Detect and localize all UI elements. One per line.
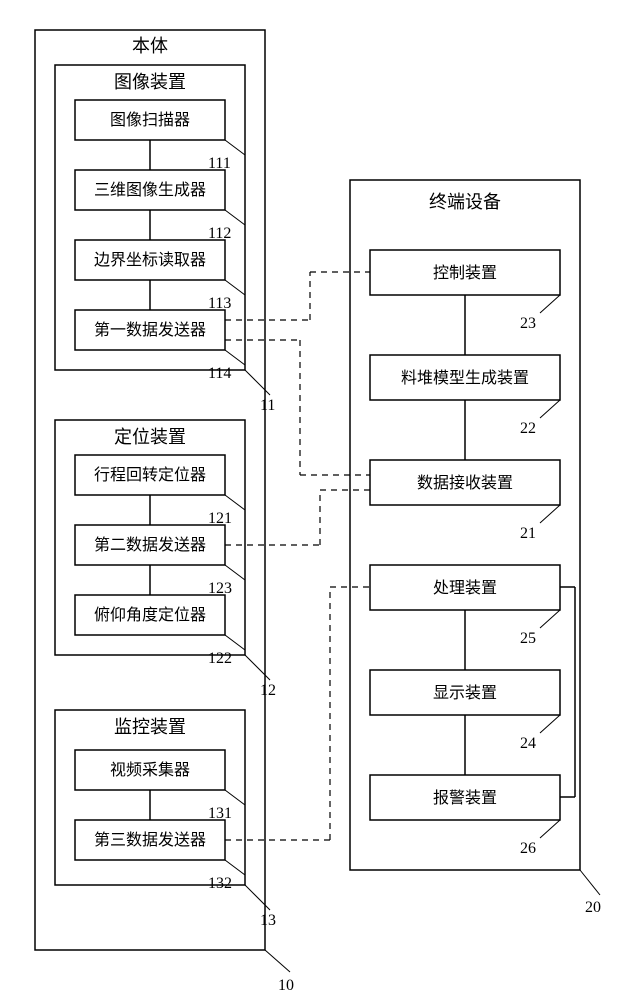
lead-21 — [540, 505, 560, 523]
label-114: 第一数据发送器 — [94, 321, 206, 339]
lead-131 — [225, 790, 245, 805]
num-25: 25 — [520, 630, 536, 647]
num-122: 122 — [208, 650, 232, 667]
label-123: 第二数据发送器 — [94, 536, 206, 554]
lead-13 — [245, 885, 270, 910]
lead-26 — [540, 820, 560, 838]
lead-121 — [225, 495, 245, 510]
label-24: 显示装置 — [433, 684, 497, 702]
lead-114 — [225, 350, 245, 365]
num-11: 11 — [260, 397, 275, 414]
num-23: 23 — [520, 315, 536, 332]
num-24: 24 — [520, 735, 536, 752]
label-111: 图像扫描器 — [110, 111, 190, 129]
label-22: 料堆模型生成装置 — [401, 369, 529, 387]
num-12: 12 — [260, 682, 276, 699]
lead-23 — [540, 295, 560, 313]
lead-113 — [225, 280, 245, 295]
group2-title: 定位装置 — [114, 427, 186, 447]
lead-11 — [245, 370, 270, 395]
lead-22 — [540, 400, 560, 418]
lead-10 — [265, 950, 290, 972]
lead-25 — [540, 610, 560, 628]
lead-112 — [225, 210, 245, 225]
label-25: 处理装置 — [433, 579, 497, 597]
num-26: 26 — [520, 840, 536, 857]
lead-132 — [225, 860, 245, 875]
lead-24 — [540, 715, 560, 733]
label-23: 控制装置 — [433, 264, 497, 282]
label-132: 第三数据发送器 — [94, 831, 206, 849]
label-113: 边界坐标读取器 — [94, 251, 206, 269]
left-title: 本体 — [132, 36, 168, 56]
label-112: 三维图像生成器 — [94, 181, 206, 199]
num-21: 21 — [520, 525, 536, 542]
num-13: 13 — [260, 912, 276, 929]
lead-12 — [245, 655, 270, 680]
num-132: 132 — [208, 875, 232, 892]
num-10: 10 — [278, 977, 294, 994]
right-title: 终端设备 — [429, 192, 501, 212]
label-122: 俯仰角度定位器 — [94, 606, 206, 624]
lead-122 — [225, 635, 245, 650]
num-22: 22 — [520, 420, 536, 437]
lead-123 — [225, 565, 245, 580]
group1-title: 图像装置 — [114, 72, 186, 92]
label-26: 报警装置 — [433, 789, 497, 807]
num-114: 114 — [208, 365, 231, 382]
lead-20 — [580, 870, 600, 895]
label-121: 行程回转定位器 — [94, 466, 206, 484]
label-21: 数据接收装置 — [417, 474, 513, 492]
group3-title: 监控装置 — [114, 717, 186, 737]
label-131: 视频采集器 — [110, 761, 190, 779]
num-20: 20 — [585, 899, 601, 916]
lead-111 — [225, 140, 245, 155]
